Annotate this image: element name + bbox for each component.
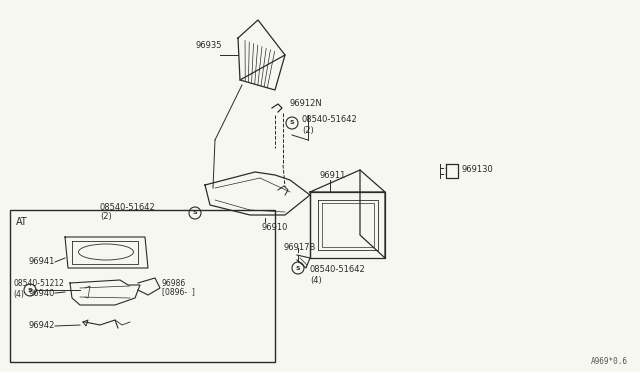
Text: 96941: 96941	[29, 257, 55, 266]
Text: S: S	[290, 121, 294, 125]
Bar	[10, 210, 275, 362]
Text: 96912N: 96912N	[290, 99, 323, 108]
Text: S: S	[193, 211, 197, 215]
Text: AT: AT	[16, 217, 28, 227]
Text: 96935: 96935	[196, 42, 223, 51]
Text: 08540-51212: 08540-51212	[13, 279, 64, 289]
Text: 08540-51642: 08540-51642	[100, 202, 156, 212]
Text: (2): (2)	[100, 212, 112, 221]
Text: 08540-51642: 08540-51642	[302, 115, 358, 125]
Text: 96911: 96911	[320, 171, 346, 180]
Text: 969130: 969130	[462, 166, 493, 174]
Text: (2): (2)	[302, 125, 314, 135]
Text: 96942: 96942	[29, 321, 55, 330]
Text: A969*0.6: A969*0.6	[591, 357, 628, 366]
Text: S: S	[28, 288, 32, 292]
Text: 08540-51642: 08540-51642	[310, 266, 365, 275]
Text: (4): (4)	[13, 289, 24, 298]
Text: 96940: 96940	[29, 289, 55, 298]
Text: 96917B: 96917B	[284, 243, 316, 251]
Text: 96910: 96910	[262, 224, 289, 232]
Text: 96986: 96986	[162, 279, 186, 288]
Text: [0896-  ]: [0896- ]	[162, 288, 195, 296]
Text: (4): (4)	[310, 276, 322, 285]
Text: S: S	[296, 266, 300, 270]
